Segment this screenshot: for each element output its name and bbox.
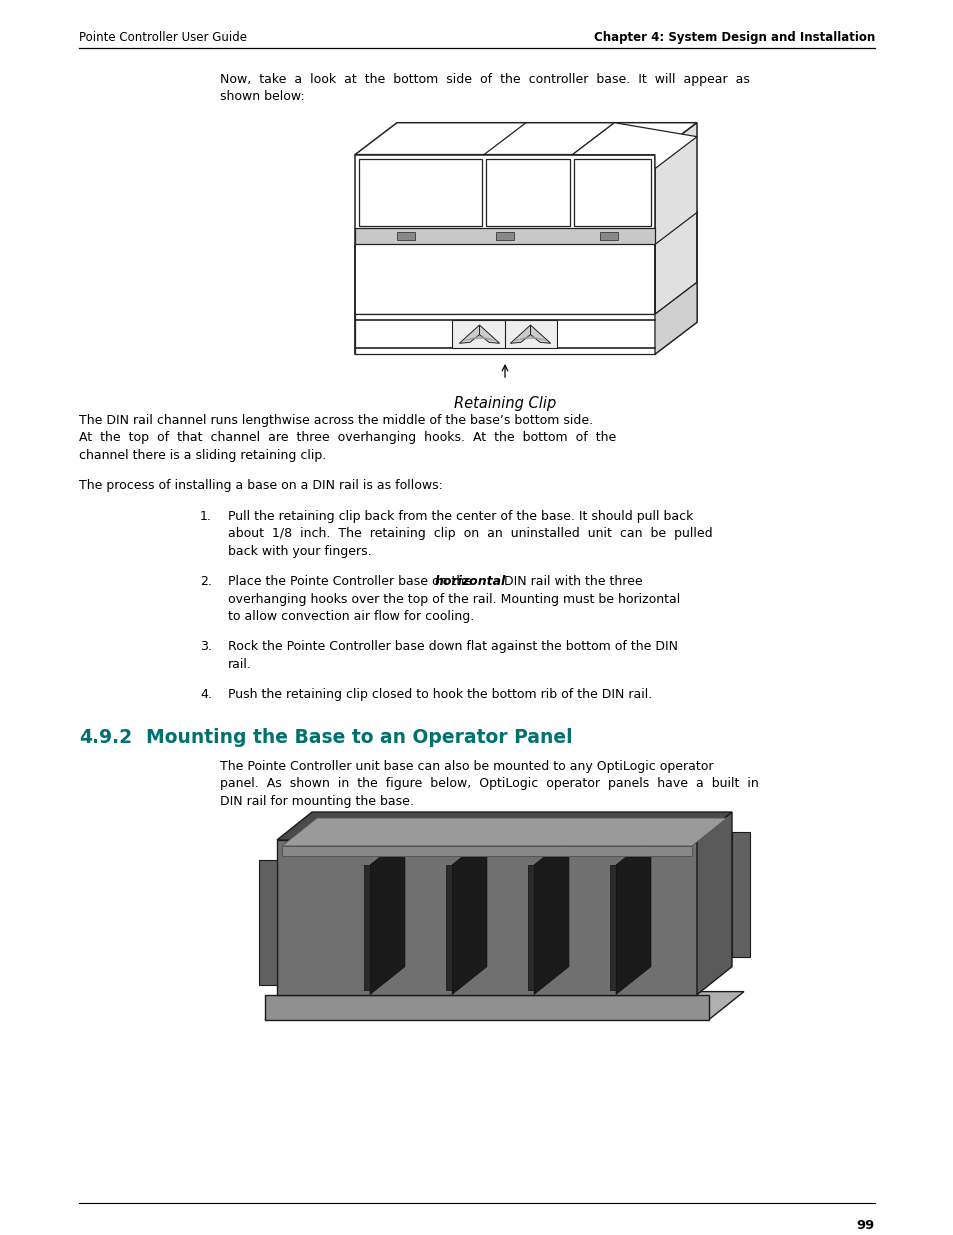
Text: to allow convection air flow for cooling.: to allow convection air flow for cooling…	[228, 610, 474, 622]
Bar	[355, 154, 655, 354]
Bar	[282, 846, 691, 856]
Text: Chapter 4: System Design and Installation: Chapter 4: System Design and Installatio…	[593, 31, 874, 44]
Polygon shape	[258, 860, 276, 984]
Polygon shape	[458, 325, 479, 343]
Bar	[355, 228, 655, 245]
Text: about  1/8  inch.  The  retaining  clip  on  an  uninstalled  unit  can  be  pul: about 1/8 inch. The retaining clip on an…	[228, 527, 712, 540]
Polygon shape	[276, 813, 731, 840]
Polygon shape	[534, 837, 568, 994]
Text: shown below:: shown below:	[220, 90, 304, 104]
Text: The process of installing a base on a DIN rail is as follows:: The process of installing a base on a DI…	[79, 479, 442, 493]
Text: back with your fingers.: back with your fingers.	[228, 545, 372, 558]
Polygon shape	[530, 325, 550, 343]
Bar	[355, 314, 655, 354]
Text: Rock the Pointe Controller base down flat against the bottom of the DIN: Rock the Pointe Controller base down fla…	[228, 641, 678, 653]
Text: Push the retaining clip closed to hook the bottom rib of the DIN rail.: Push the retaining clip closed to hook t…	[228, 688, 652, 701]
Bar	[265, 994, 708, 1020]
Polygon shape	[452, 837, 486, 994]
Bar	[599, 232, 618, 241]
Bar	[496, 232, 514, 241]
Text: channel there is a sliding retaining clip.: channel there is a sliding retaining cli…	[79, 448, 326, 462]
Bar	[574, 158, 650, 226]
Text: 4.9.2: 4.9.2	[79, 727, 132, 747]
Text: DIN rail for mounting the base.: DIN rail for mounting the base.	[220, 794, 414, 808]
Text: horizontal: horizontal	[435, 576, 506, 588]
Text: At  the  top  of  that  channel  are  three  overhanging  hooks.  At  the  botto: At the top of that channel are three ove…	[79, 431, 616, 445]
Text: rail.: rail.	[228, 658, 252, 671]
Text: The DIN rail channel runs lengthwise across the middle of the base’s bottom side: The DIN rail channel runs lengthwise acr…	[79, 414, 593, 427]
Polygon shape	[655, 283, 697, 354]
Polygon shape	[510, 325, 530, 343]
Text: Mounting the Base to an Operator Panel: Mounting the Base to an Operator Panel	[146, 727, 573, 747]
Bar	[446, 864, 452, 989]
Bar	[485, 158, 570, 226]
Text: Now,  take  a  look  at  the  bottom  side  of  the  controller  base.  It  will: Now, take a look at the bottom side of t…	[220, 73, 749, 85]
Text: The Pointe Controller unit base can also be mounted to any OptiLogic operator: The Pointe Controller unit base can also…	[220, 760, 713, 773]
Bar	[452, 320, 557, 348]
Text: 4.: 4.	[200, 688, 212, 701]
Text: overhanging hooks over the top of the rail. Mounting must be horizontal: overhanging hooks over the top of the ra…	[228, 593, 679, 605]
Polygon shape	[479, 325, 499, 343]
Bar	[364, 864, 370, 989]
Polygon shape	[731, 832, 749, 957]
Bar	[276, 840, 697, 994]
Bar	[358, 158, 481, 226]
Bar	[609, 864, 616, 989]
Polygon shape	[282, 818, 726, 846]
Text: 2.: 2.	[200, 576, 212, 588]
Polygon shape	[355, 303, 370, 354]
Polygon shape	[655, 122, 697, 354]
Polygon shape	[616, 837, 650, 994]
Text: 99: 99	[856, 1219, 874, 1233]
Bar	[527, 864, 534, 989]
Polygon shape	[370, 837, 405, 994]
Text: Retaining Clip: Retaining Clip	[454, 396, 556, 411]
Text: DIN rail with the three: DIN rail with the three	[499, 576, 641, 588]
Bar	[396, 232, 415, 241]
Text: 3.: 3.	[200, 641, 212, 653]
Polygon shape	[572, 122, 697, 169]
Text: Pointe Controller User Guide: Pointe Controller User Guide	[79, 31, 247, 44]
Polygon shape	[265, 992, 743, 1020]
Text: panel.  As  shown  in  the  figure  below,  OptiLogic  operator  panels  have  a: panel. As shown in the figure below, Opt…	[220, 777, 758, 790]
Text: Place the Pointe Controller base on the: Place the Pointe Controller base on the	[228, 576, 476, 588]
Polygon shape	[355, 122, 697, 154]
Text: 1.: 1.	[200, 510, 212, 522]
Text: Pull the retaining clip back from the center of the base. It should pull back: Pull the retaining clip back from the ce…	[228, 510, 693, 522]
Polygon shape	[697, 813, 731, 994]
